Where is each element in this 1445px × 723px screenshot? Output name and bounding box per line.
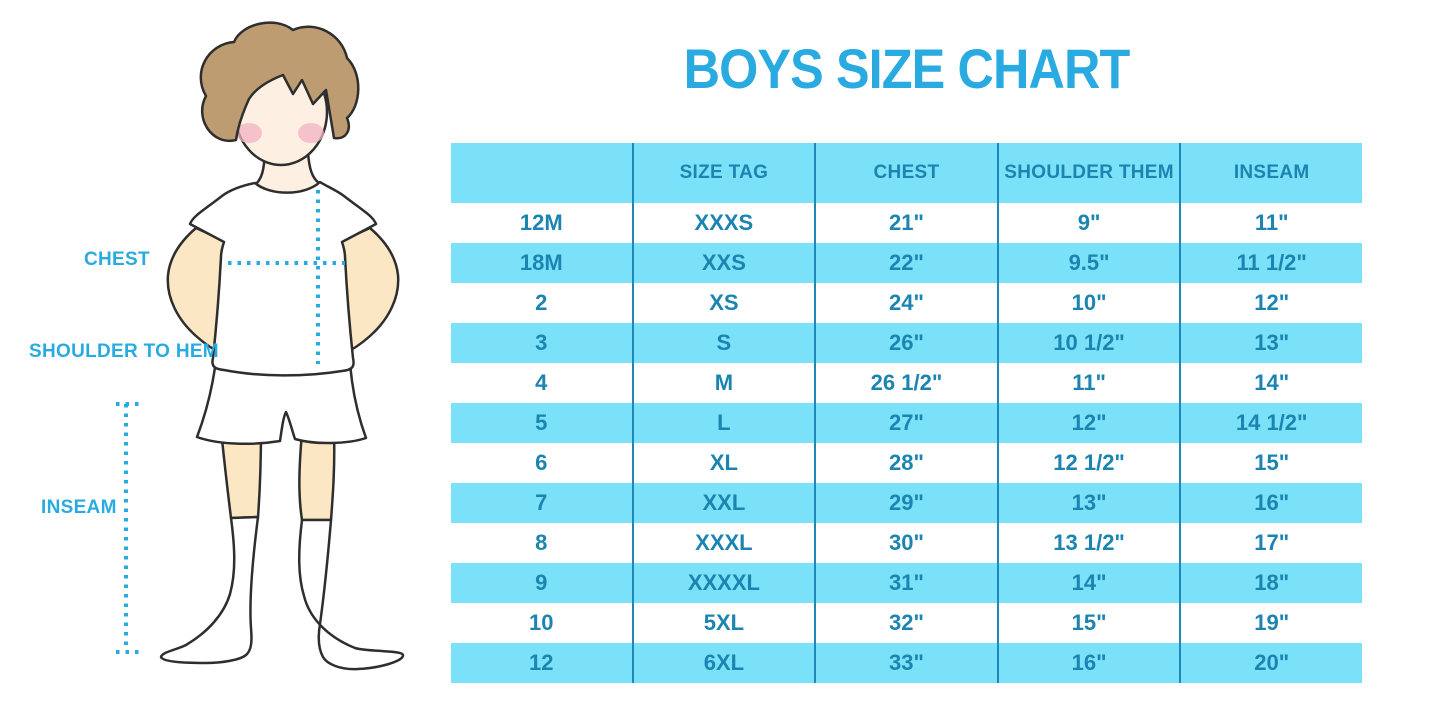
table-header-row: SIZE TAG CHEST SHOULDER THEM INSEAM: [451, 143, 1362, 203]
table-cell: M: [634, 363, 817, 403]
size-table-body: 12M XXXS 21" 9" 11" 18M XXS 22" 9.5" 11 1/2" 2 XS 24…: [451, 203, 1362, 683]
table-cell: 18": [1254, 570, 1290, 595]
table-row: 3 S 26" 10 1/2" 13": [451, 323, 1362, 363]
table-cell: XL: [634, 443, 817, 483]
table-cell: 12M: [451, 203, 634, 243]
boy-right-leg: [298, 430, 336, 522]
page-title: BOYS SIZE CHART: [683, 37, 1131, 100]
table-cell: 18M: [451, 243, 634, 283]
table-cell: 11": [1254, 210, 1289, 235]
table-cell: 6XL: [634, 643, 817, 683]
table-cell: 15": [999, 603, 1182, 643]
table-cell: 15": [1254, 450, 1290, 475]
column-header-chest: CHEST: [816, 143, 999, 203]
boy-right-blush: [298, 123, 324, 143]
table-cell: 9: [451, 563, 634, 603]
table-cell: 21": [816, 203, 999, 243]
shoulder-to-hem-label: SHOULDER TO HEM: [29, 341, 219, 362]
table-cell: 14": [1254, 370, 1290, 395]
table-cell: 16": [999, 643, 1182, 683]
table-cell: 6: [451, 443, 634, 483]
table-cell: 3: [451, 323, 634, 363]
boy-left-sock: [159, 515, 260, 665]
boy-shirt: [188, 180, 378, 377]
table-cell: 10": [999, 283, 1182, 323]
table-cell: 13": [1254, 330, 1290, 355]
table-cell: 13 1/2": [999, 523, 1182, 563]
table-cell: 11": [999, 363, 1182, 403]
table-cell: 27": [816, 403, 999, 443]
table-cell: 14 1/2": [1235, 410, 1308, 435]
table-cell: XXXXL: [634, 563, 817, 603]
table-cell: 13": [999, 483, 1182, 523]
table-cell: 17": [1254, 530, 1290, 555]
table-cell: XXL: [634, 483, 817, 523]
table-cell: 33": [816, 643, 999, 683]
inseam-dotted-line: [116, 402, 142, 654]
table-cell: 26 1/2": [816, 363, 999, 403]
table-row: 7 XXL 29" 13" 16": [451, 483, 1362, 523]
table-row: 5 L 27" 12" 14 1/2": [451, 403, 1362, 443]
table-cell: XS: [634, 283, 817, 323]
table-cell: XXXL: [634, 523, 817, 563]
table-cell: 30": [816, 523, 999, 563]
table-cell: 22": [816, 243, 999, 283]
table-cell: L: [634, 403, 817, 443]
table-cell: 32": [816, 603, 999, 643]
table-cell: 12": [999, 403, 1182, 443]
table-cell: S: [634, 323, 817, 363]
table-cell: 9.5": [999, 243, 1182, 283]
column-header-size-tag: SIZE TAG: [634, 143, 817, 203]
table-cell: 14": [999, 563, 1182, 603]
table-cell: XXXS: [634, 203, 817, 243]
table-row: 12 6XL 33" 16" 20": [451, 643, 1362, 683]
boy-hair: [199, 21, 360, 143]
column-header-inseam: INSEAM: [1233, 162, 1310, 183]
table-row: 12M XXXS 21" 9" 11": [451, 203, 1362, 243]
table-cell: 8: [451, 523, 634, 563]
table-cell: 29": [816, 483, 999, 523]
table-cell: 12: [451, 643, 634, 683]
boy-left-blush: [236, 123, 262, 143]
table-cell: 28": [816, 443, 999, 483]
column-header-shoulder: SHOULDER THEM: [999, 143, 1182, 203]
table-cell: 12 1/2": [999, 443, 1182, 483]
table-cell: 26": [816, 323, 999, 363]
column-header-size: [451, 143, 634, 203]
table-cell: 2: [451, 283, 634, 323]
table-cell: 12": [1254, 290, 1290, 315]
chest-label: CHEST: [84, 249, 150, 270]
table-cell: 31": [816, 563, 999, 603]
table-cell: 9": [999, 203, 1182, 243]
table-row: 18M XXS 22" 9.5" 11 1/2": [451, 243, 1362, 283]
table-row: 10 5XL 32" 15" 19": [451, 603, 1362, 643]
table-cell: 7: [451, 483, 634, 523]
table-cell: 19": [1254, 610, 1290, 635]
table-cell: 5XL: [634, 603, 817, 643]
table-cell: 10 1/2": [999, 323, 1182, 363]
table-cell: 20": [1254, 650, 1290, 675]
table-row: 8 XXXL 30" 13 1/2" 17": [451, 523, 1362, 563]
table-cell: 11 1/2": [1236, 250, 1307, 275]
table-cell: 4: [451, 363, 634, 403]
table-row: 6 XL 28" 12 1/2" 15": [451, 443, 1362, 483]
table-cell: 24": [816, 283, 999, 323]
table-row: 9 XXXXL 31" 14" 18": [451, 563, 1362, 603]
table-cell: XXS: [634, 243, 817, 283]
size-table: SIZE TAG CHEST SHOULDER THEM INSEAM 12M X…: [451, 143, 1362, 683]
table-cell: 16": [1254, 490, 1290, 515]
boy-right-sock: [297, 518, 405, 671]
table-row: 2 XS 24" 10" 12": [451, 283, 1362, 323]
boy-illustration: [116, 21, 405, 671]
inseam-label: INSEAM: [41, 497, 117, 518]
table-cell: 5: [451, 403, 634, 443]
table-row: 4 M 26 1/2" 11" 14": [451, 363, 1362, 403]
table-cell: 10: [451, 603, 634, 643]
